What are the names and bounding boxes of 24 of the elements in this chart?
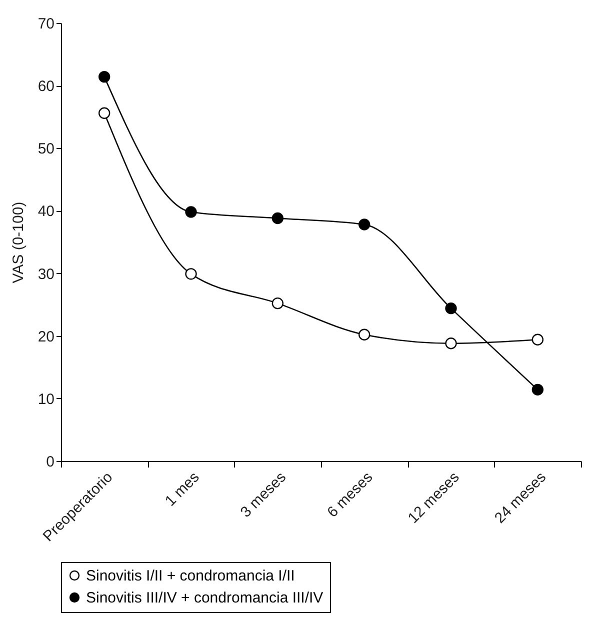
point xyxy=(185,268,197,280)
y-tick-label: 70 xyxy=(38,16,54,32)
point xyxy=(358,328,370,340)
point xyxy=(272,212,284,224)
point xyxy=(532,334,544,346)
y-tick-label: 20 xyxy=(38,328,54,346)
point xyxy=(98,70,110,83)
point xyxy=(98,107,110,119)
y-tick-label: 10 xyxy=(38,390,54,408)
point xyxy=(445,302,457,314)
legend-label: Sinovitis III/IV + condromancia III/IV xyxy=(86,590,324,606)
legend-label: Sinovitis I/II + condromancia I/II xyxy=(86,568,295,584)
point xyxy=(185,206,197,218)
point xyxy=(272,297,284,310)
y-axis-title: VAS (0-100) xyxy=(10,202,27,284)
y-tick-label: 0 xyxy=(46,454,54,470)
y-tick-label: 40 xyxy=(38,203,54,220)
point xyxy=(532,384,544,396)
y-tick-label: 50 xyxy=(38,140,54,158)
x-tick-label: 1 mes xyxy=(162,468,203,510)
y-tick-label: 30 xyxy=(38,266,54,283)
y-tick-label: 60 xyxy=(38,78,54,96)
point xyxy=(445,338,457,350)
point xyxy=(358,218,370,230)
